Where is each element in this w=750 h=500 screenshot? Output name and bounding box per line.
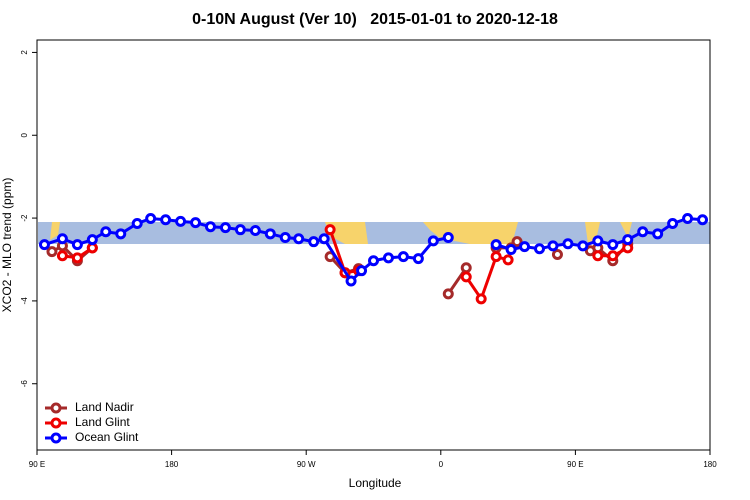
legend-label: Ocean Glint [75, 430, 139, 444]
point [131, 217, 143, 229]
point [592, 235, 604, 247]
point [442, 232, 454, 244]
point [345, 275, 357, 287]
y-tick-label: -6 [20, 380, 29, 388]
point [697, 214, 709, 226]
legend-marker [50, 402, 62, 414]
point [667, 217, 679, 229]
point [505, 244, 517, 256]
point [234, 224, 246, 236]
point [475, 293, 487, 305]
point [490, 239, 502, 251]
point [115, 228, 127, 240]
point [502, 254, 514, 266]
point [264, 228, 276, 240]
point [412, 253, 424, 265]
point [368, 255, 379, 267]
point [577, 240, 589, 252]
x-axis-label: Longitude [349, 476, 402, 490]
x-tick-label: 180 [703, 460, 717, 469]
point [490, 251, 502, 263]
point [519, 241, 531, 253]
point [145, 212, 157, 224]
point [190, 217, 202, 229]
point [71, 239, 83, 251]
x-tick-label: 180 [165, 460, 179, 469]
x-tick-label: 90 W [297, 460, 316, 469]
point [56, 233, 68, 245]
point [682, 212, 694, 224]
point [382, 252, 394, 264]
point [71, 252, 83, 264]
y-tick-label: -2 [20, 214, 29, 222]
point [100, 226, 112, 238]
point [442, 288, 454, 300]
point [318, 233, 330, 245]
point [160, 214, 172, 226]
point [427, 235, 439, 247]
point [652, 228, 664, 240]
chart-title: 0-10N August (Ver 10) 2015-01-01 to 2020… [192, 11, 558, 28]
point [534, 243, 546, 255]
point [547, 240, 559, 252]
x-tick-label: 0 [439, 460, 444, 469]
point [397, 251, 409, 263]
point [637, 226, 649, 238]
point [86, 234, 98, 246]
legend-marker [50, 417, 62, 429]
point [592, 250, 604, 262]
point [293, 233, 305, 245]
y-tick-label: 2 [20, 50, 29, 55]
y-tick-label: -4 [20, 297, 29, 305]
point [460, 271, 472, 283]
point [324, 224, 336, 236]
legend-label: Land Glint [75, 415, 130, 429]
point [460, 262, 472, 274]
y-axis-label: XCO2 - MLO trend (ppm) [0, 178, 14, 313]
point [175, 215, 187, 227]
point [38, 239, 50, 251]
point [308, 236, 320, 248]
x-tick-label: 90 E [567, 460, 583, 469]
x-tick-label: 90 E [29, 460, 45, 469]
point [56, 250, 68, 262]
plot-frame [36, 39, 711, 451]
point [562, 238, 574, 250]
point [279, 232, 291, 244]
point [219, 222, 231, 234]
y-tick-label: 0 [20, 132, 29, 137]
point [551, 249, 563, 261]
point [622, 234, 634, 246]
legend-marker [50, 432, 62, 444]
point [607, 239, 619, 251]
legend-label: Land Nadir [75, 400, 134, 414]
point [356, 265, 368, 277]
point [46, 246, 58, 258]
point [249, 225, 261, 237]
point [607, 250, 619, 262]
point [204, 221, 216, 233]
point [511, 236, 523, 248]
